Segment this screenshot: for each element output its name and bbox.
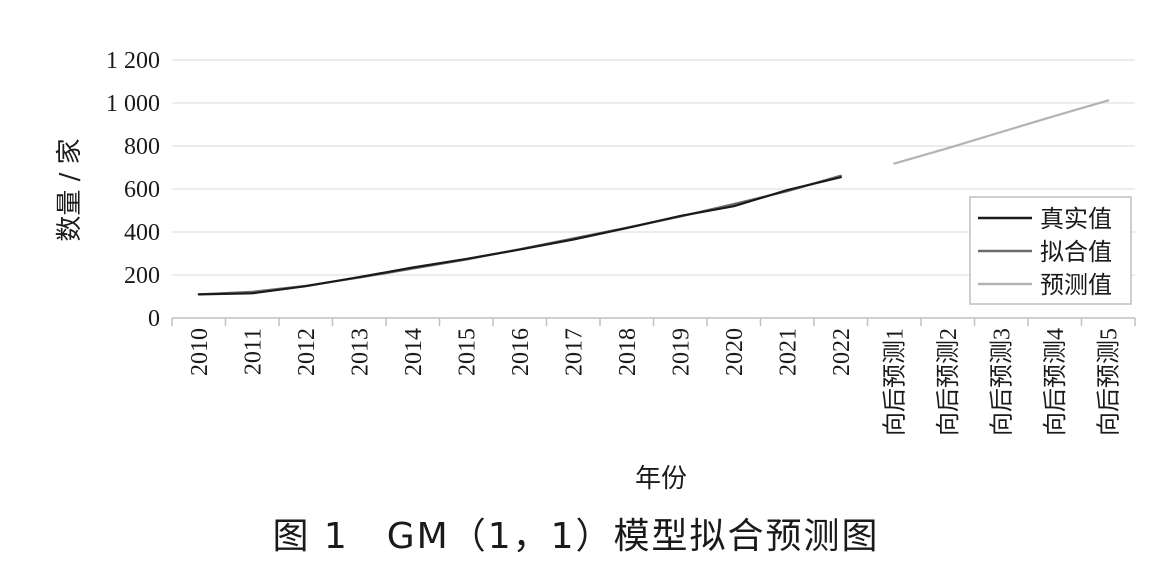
x-tick-labels: 2010 2011 2012 2013 2014 2015 2016 2017 2018 2019… <box>171 318 1136 436</box>
series-line-0 <box>197 176 842 296</box>
figure-caption: 图 1 GM（1，1）模型拟合预测图 <box>272 516 880 557</box>
y-tick-label: 400 <box>124 220 160 246</box>
y-tick-labels: 0 200 400 600 800 1 000 1 200 <box>106 48 160 332</box>
x-tick-label: 2014 <box>401 328 427 376</box>
series-line-1 <box>197 174 842 296</box>
y-tick-label: 200 <box>124 263 160 289</box>
x-tick-label: 2018 <box>615 328 641 376</box>
x-axis-label: 年份 <box>635 464 687 494</box>
series-line-2 <box>893 99 1110 165</box>
series-lines <box>197 99 1110 296</box>
y-tick-label: 1 000 <box>106 91 160 117</box>
chart-svg: 0 200 400 600 800 1 000 1 200 2010 2011 2012 2013… <box>55 48 1136 494</box>
x-tick-label: 向后预测4 <box>1042 328 1069 436</box>
x-tick-label: 2020 <box>722 328 748 376</box>
legend-label: 拟合值 <box>1040 238 1112 266</box>
y-tick-label: 800 <box>124 134 160 160</box>
y-axis-label: 数量 / 家 <box>55 138 85 241</box>
x-tick-label: 2016 <box>508 328 534 376</box>
x-tick-label: 2021 <box>775 328 801 376</box>
x-tick-label: 2017 <box>561 328 587 376</box>
x-tick-label: 2022 <box>829 328 855 376</box>
y-tick-label: 1 200 <box>106 48 160 74</box>
x-tick-label: 2015 <box>454 328 480 376</box>
x-tick-label: 向后预测2 <box>935 328 962 436</box>
x-tick-label: 2013 <box>347 328 373 376</box>
x-tick-label: 向后预测1 <box>881 328 908 436</box>
y-tick-label: 600 <box>124 177 160 203</box>
grid-lines <box>172 59 1135 319</box>
x-tick-label: 向后预测3 <box>988 328 1015 436</box>
x-tick-label: 2011 <box>240 328 266 375</box>
x-tick-label: 2010 <box>187 328 213 376</box>
x-tick-label: 2019 <box>668 328 694 376</box>
x-tick-label: 2012 <box>294 328 320 376</box>
legend-label: 真实值 <box>1040 205 1112 233</box>
legend-label: 预测值 <box>1040 271 1112 299</box>
y-tick-label: 0 <box>148 306 160 332</box>
x-tick-label: 向后预测5 <box>1095 328 1122 436</box>
